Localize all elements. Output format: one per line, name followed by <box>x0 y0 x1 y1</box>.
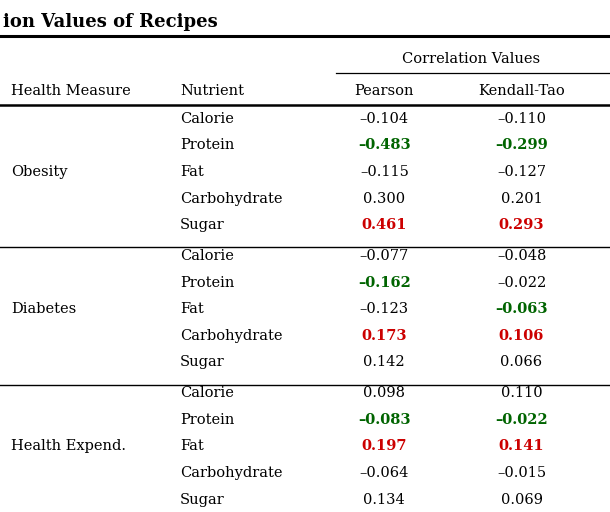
Text: –0.115: –0.115 <box>360 165 409 179</box>
Text: Protein: Protein <box>180 275 234 290</box>
Text: 0.461: 0.461 <box>362 218 407 232</box>
Text: Sugar: Sugar <box>180 218 224 232</box>
Text: 0.293: 0.293 <box>499 218 544 232</box>
Text: Kendall-Tao: Kendall-Tao <box>478 84 565 98</box>
Text: –0.077: –0.077 <box>360 249 409 263</box>
Text: Health Measure: Health Measure <box>11 84 131 98</box>
Text: Fat: Fat <box>180 302 204 316</box>
Text: Health Expend.: Health Expend. <box>11 439 126 454</box>
Text: –0.022: –0.022 <box>497 275 546 290</box>
Text: 0.173: 0.173 <box>362 329 407 343</box>
Text: 0.106: 0.106 <box>499 329 544 343</box>
Text: Obesity: Obesity <box>11 165 68 179</box>
Text: 0.098: 0.098 <box>364 386 405 400</box>
Text: –0.127: –0.127 <box>497 165 546 179</box>
Text: –0.104: –0.104 <box>360 112 409 126</box>
Text: Protein: Protein <box>180 413 234 427</box>
Text: ion Values of Recipes: ion Values of Recipes <box>3 13 218 31</box>
Text: Correlation Values: Correlation Values <box>402 52 540 66</box>
Text: Protein: Protein <box>180 138 234 153</box>
Text: Carbohydrate: Carbohydrate <box>180 466 282 480</box>
Text: 0.197: 0.197 <box>362 439 407 454</box>
Text: –0.022: –0.022 <box>495 413 548 427</box>
Text: Carbohydrate: Carbohydrate <box>180 191 282 206</box>
Text: –0.015: –0.015 <box>497 466 546 480</box>
Text: –0.083: –0.083 <box>358 413 411 427</box>
Text: –0.048: –0.048 <box>497 249 546 263</box>
Text: –0.123: –0.123 <box>360 302 409 316</box>
Text: Fat: Fat <box>180 165 204 179</box>
Text: 0.069: 0.069 <box>501 493 542 507</box>
Text: –0.162: –0.162 <box>358 275 411 290</box>
Text: 0.066: 0.066 <box>500 355 543 370</box>
Text: –0.110: –0.110 <box>497 112 546 126</box>
Text: 0.110: 0.110 <box>501 386 542 400</box>
Text: Carbohydrate: Carbohydrate <box>180 329 282 343</box>
Text: –0.299: –0.299 <box>495 138 548 153</box>
Text: Calorie: Calorie <box>180 386 234 400</box>
Text: Sugar: Sugar <box>180 355 224 370</box>
Text: –0.063: –0.063 <box>495 302 548 316</box>
Text: Nutrient: Nutrient <box>180 84 244 98</box>
Text: 0.134: 0.134 <box>364 493 405 507</box>
Text: –0.483: –0.483 <box>358 138 411 153</box>
Text: 0.142: 0.142 <box>364 355 405 370</box>
Text: Diabetes: Diabetes <box>11 302 76 316</box>
Text: Calorie: Calorie <box>180 112 234 126</box>
Text: 0.141: 0.141 <box>499 439 544 454</box>
Text: –0.064: –0.064 <box>360 466 409 480</box>
Text: 0.300: 0.300 <box>363 191 406 206</box>
Text: Pearson: Pearson <box>354 84 414 98</box>
Text: Fat: Fat <box>180 439 204 454</box>
Text: Calorie: Calorie <box>180 249 234 263</box>
Text: 0.201: 0.201 <box>501 191 542 206</box>
Text: Sugar: Sugar <box>180 493 224 507</box>
